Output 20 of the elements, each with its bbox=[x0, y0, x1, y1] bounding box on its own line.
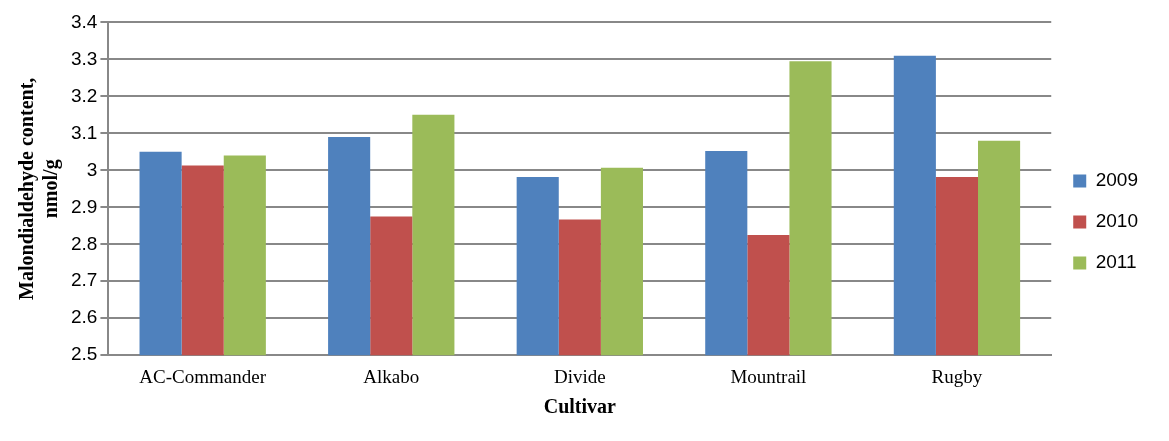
y-tick-label: 3.1 bbox=[70, 121, 98, 143]
x-tick-label: Alkabo bbox=[363, 365, 420, 387]
legend-label: 2011 bbox=[1095, 251, 1137, 273]
x-tick-label: Rugby bbox=[931, 365, 983, 387]
legend-label: 2010 bbox=[1095, 210, 1139, 232]
y-tick-label: 2.7 bbox=[70, 269, 98, 291]
x-tick-label: Divide bbox=[553, 365, 606, 387]
y-tick-label: 2.6 bbox=[70, 306, 98, 328]
x-tick-label: Mountrail bbox=[730, 365, 807, 387]
y-tick-label: 2.5 bbox=[70, 343, 98, 365]
y-tick-label: 2.9 bbox=[70, 195, 98, 217]
y-tick-label: 3.3 bbox=[70, 47, 98, 69]
legend-label: 2009 bbox=[1095, 169, 1139, 191]
y-tick-label: 3.2 bbox=[70, 84, 98, 106]
x-axis-title: Cultivar bbox=[543, 395, 617, 418]
y-tick-label: 2.8 bbox=[70, 232, 98, 254]
y-tick-label: 3.4 bbox=[70, 10, 98, 32]
y-axis-title: Malondialdehyde content, nmol/g bbox=[15, 77, 63, 300]
y-tick-label: 3 bbox=[86, 158, 98, 180]
x-tick-label: AC-Commander bbox=[139, 365, 267, 387]
